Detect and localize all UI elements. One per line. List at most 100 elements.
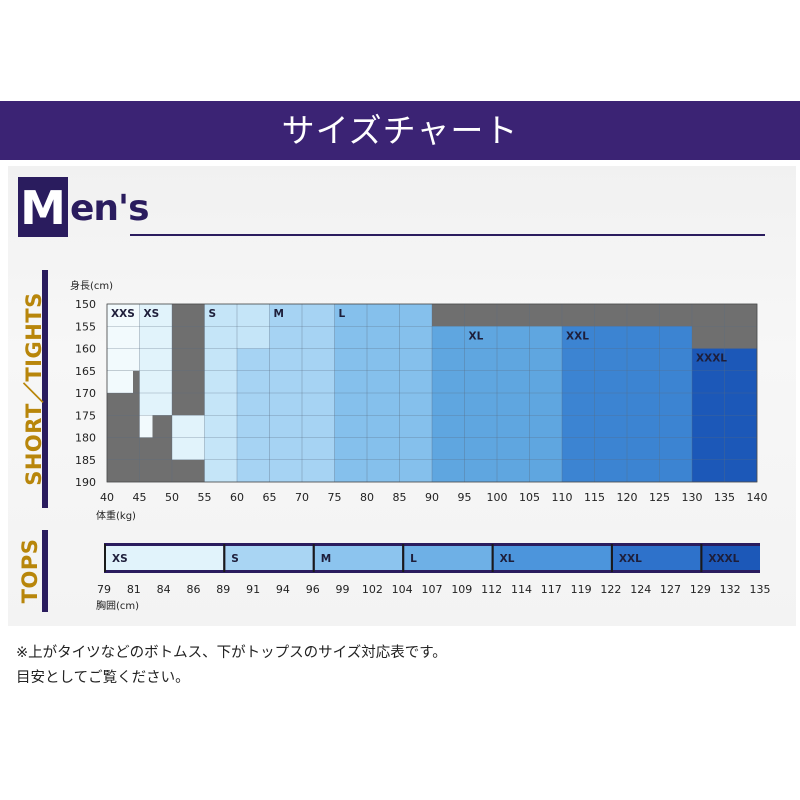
tops-tick-label: 91 xyxy=(246,583,260,596)
x-tick-label: 65 xyxy=(263,491,277,504)
tops-segment-divider xyxy=(700,544,703,572)
y-tick-label: 165 xyxy=(75,365,96,378)
tops-axis-title: 胸囲(cm) xyxy=(96,599,139,612)
tops-tick-label: 84 xyxy=(157,583,171,596)
y-tick-label: 160 xyxy=(75,343,96,356)
tops-segment-divider xyxy=(223,544,226,572)
x-tick-label: 75 xyxy=(328,491,342,504)
tops-tick-label: 129 xyxy=(690,583,711,596)
tops-tick-label: 114 xyxy=(511,583,532,596)
y-tick-label: 175 xyxy=(75,409,96,422)
tops-tick-label: 102 xyxy=(362,583,383,596)
size-region-xxs xyxy=(107,370,133,393)
tops-tick-label: 112 xyxy=(481,583,502,596)
x-tick-label: 55 xyxy=(198,491,212,504)
tops-segment-xl xyxy=(493,546,611,570)
tops-tick-label: 81 xyxy=(127,583,141,596)
tops-size-label-l: L xyxy=(410,553,417,565)
tops-tick-label: 117 xyxy=(541,583,562,596)
x-tick-label: 45 xyxy=(133,491,147,504)
page-title: サイズチャート xyxy=(281,111,519,150)
x-tick-label: 140 xyxy=(747,491,768,504)
size-label-s: S xyxy=(209,308,217,320)
note-line-2: 目安としてご覧ください。 xyxy=(16,670,190,686)
size-label-xs: XS xyxy=(144,308,160,320)
tops-size-label-m: M xyxy=(321,553,331,565)
x-tick-label: 95 xyxy=(458,491,472,504)
x-tick-label: 60 xyxy=(230,491,244,504)
tops-tick-label: 119 xyxy=(571,583,592,596)
tops-tick-label: 127 xyxy=(660,583,681,596)
tops-segment-divider xyxy=(491,544,494,572)
tops-segment-xs xyxy=(106,546,224,570)
y-tick-label: 185 xyxy=(75,454,96,467)
logo-underline xyxy=(130,234,765,236)
tops-segment-divider xyxy=(610,544,613,572)
note-line-1: ※上がタイツなどのボトムス、下がトップスのサイズ対応表です。 xyxy=(16,645,447,661)
size-label-xxs: XXS xyxy=(111,308,135,320)
x-tick-label: 115 xyxy=(584,491,605,504)
tops-segment-s xyxy=(225,546,313,570)
size-region-xs xyxy=(139,304,172,416)
x-tick-label: 125 xyxy=(649,491,670,504)
tops-tick-label: 132 xyxy=(720,583,741,596)
chart-frame xyxy=(106,303,758,483)
tops-segment-xxl xyxy=(612,546,701,570)
tops-segment-divider xyxy=(104,544,106,572)
tops-tick-label: 86 xyxy=(186,583,200,596)
x-tick-label: 80 xyxy=(360,491,374,504)
tops-segment-xxxl xyxy=(702,546,760,570)
tops-tick-label: 94 xyxy=(276,583,290,596)
tops-segment-divider xyxy=(402,544,405,572)
logo-text: en's xyxy=(70,188,149,229)
x-tick-label: 70 xyxy=(295,491,309,504)
tops-size-label-xxxl: XXXL xyxy=(708,553,739,565)
tops-size-label-s: S xyxy=(231,553,239,565)
size-region-xxs xyxy=(107,304,140,371)
size-label-xxl: XXL xyxy=(566,330,589,342)
tops-size-label-xxl: XXL xyxy=(619,553,642,565)
tops-segment-l xyxy=(404,546,492,570)
y-axis-title: 身長(cm) xyxy=(70,279,113,292)
x-axis-title: 体重(kg) xyxy=(96,509,136,522)
tops-tick-label: 104 xyxy=(392,583,413,596)
x-tick-label: 105 xyxy=(519,491,540,504)
x-tick-label: 135 xyxy=(714,491,735,504)
x-tick-label: 100 xyxy=(487,491,508,504)
x-tick-label: 130 xyxy=(682,491,703,504)
y-tick-label: 155 xyxy=(75,320,96,333)
x-tick-label: 110 xyxy=(552,491,573,504)
tops-segment-divider xyxy=(312,544,315,572)
bottoms-side-bar xyxy=(42,270,48,508)
x-tick-label: 50 xyxy=(165,491,179,504)
tops-tick-label: 79 xyxy=(97,583,111,596)
y-tick-label: 150 xyxy=(75,298,96,311)
tops-tick-label: 109 xyxy=(451,583,472,596)
tops-tick-label: 96 xyxy=(306,583,320,596)
tops-tick-label: 124 xyxy=(630,583,651,596)
size-label-xl: XL xyxy=(469,330,484,342)
tops-tick-label: 89 xyxy=(216,583,230,596)
y-tick-label: 180 xyxy=(75,432,96,445)
tops-side-bar xyxy=(42,530,48,612)
tops-tick-label: 99 xyxy=(336,583,350,596)
page-banner: サイズチャート xyxy=(0,101,800,160)
tops-tick-label: 122 xyxy=(600,583,621,596)
size-label-xxxl: XXXL xyxy=(696,353,727,365)
x-tick-label: 90 xyxy=(425,491,439,504)
tops-tick-label: 107 xyxy=(422,583,443,596)
size-label-m: M xyxy=(274,308,284,320)
logo-initial: M xyxy=(20,181,66,235)
x-tick-label: 85 xyxy=(393,491,407,504)
tops-size-label-xl: XL xyxy=(500,553,515,565)
tops-tick-label: 135 xyxy=(750,583,771,596)
x-tick-label: 40 xyxy=(100,491,114,504)
y-tick-label: 190 xyxy=(75,476,96,489)
size-label-l: L xyxy=(339,308,346,320)
tops-segment-m xyxy=(314,546,403,570)
y-tick-label: 170 xyxy=(75,387,96,400)
tops-size-label-xs: XS xyxy=(112,553,128,565)
logo-box xyxy=(18,177,68,237)
x-tick-label: 120 xyxy=(617,491,638,504)
